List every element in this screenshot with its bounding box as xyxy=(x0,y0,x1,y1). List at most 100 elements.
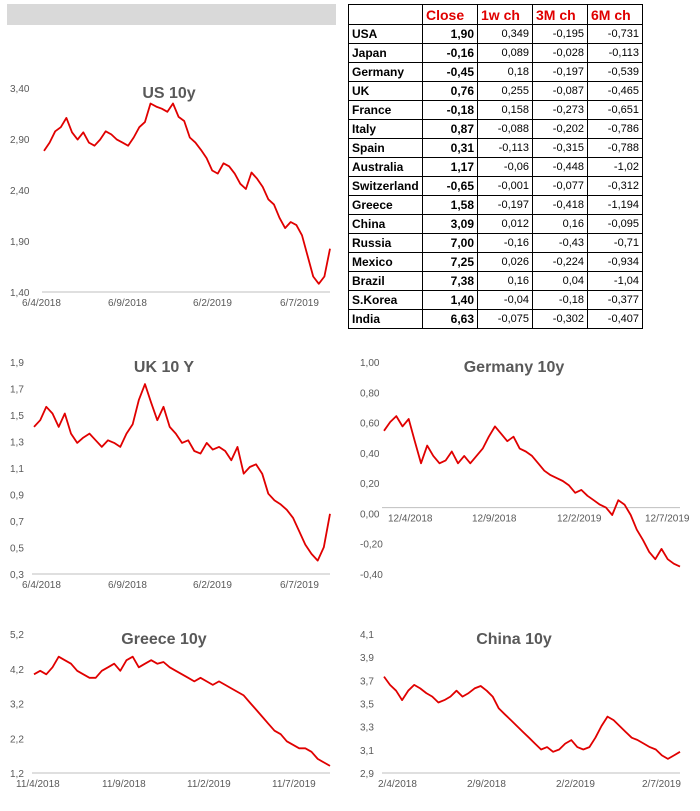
x-tick-label: 11/2/2019 xyxy=(187,779,231,790)
change-cell: -0,075 xyxy=(477,309,533,329)
change-cell: -0,18 xyxy=(532,290,588,310)
x-tick-label: 2/7/2019 xyxy=(642,779,681,790)
table-row: China 3,09 0,012 0,16 -0,095 xyxy=(348,214,643,234)
change-cell: 0,16 xyxy=(532,214,588,234)
close-cell: 0,87 xyxy=(422,119,478,139)
y-tick-label: 1,5 xyxy=(10,411,24,422)
close-cell: -0,16 xyxy=(422,43,478,63)
change-cell: -0,195 xyxy=(532,24,588,44)
y-tick-label: 3,5 xyxy=(360,700,374,711)
change-cell: -0,786 xyxy=(587,119,643,139)
change-cell: -0,539 xyxy=(587,62,643,82)
column-header: 1w ch xyxy=(477,4,533,25)
table-row: Spain 0,31 -0,113 -0,315 -0,788 xyxy=(348,138,643,158)
table-row: Switzerland -0,65 -0,001 -0,077 -0,312 xyxy=(348,176,643,196)
table-row: Italy 0,87 -0,088 -0,202 -0,786 xyxy=(348,119,643,139)
y-tick-label: 1,00 xyxy=(360,358,380,369)
china-10y-chart: China 10y 4,1 3,9 3,7 3,5 3,3 3,1 2,9 2/4/2018 2/… xyxy=(360,630,681,790)
change-cell: -0,315 xyxy=(532,138,588,158)
x-tick-label: 11/4/2018 xyxy=(16,779,60,790)
y-tick-label: 2,9 xyxy=(360,769,374,780)
x-tick-label: 2/9/2018 xyxy=(467,779,506,790)
series-line xyxy=(33,383,331,562)
y-tick-label: -0,40 xyxy=(360,570,383,581)
change-cell: -0,04 xyxy=(477,290,533,310)
x-tick-label: 6/9/2018 xyxy=(108,580,147,591)
y-tick-label: 3,1 xyxy=(360,746,374,757)
change-cell: -0,197 xyxy=(477,195,533,215)
table-row: Brazil 7,38 0,16 0,04 -1,04 xyxy=(348,271,643,291)
chart-title: China 10y xyxy=(476,631,552,648)
country-cell: UK xyxy=(348,81,423,101)
close-cell: -0,65 xyxy=(422,176,478,196)
y-tick-label: 3,7 xyxy=(360,676,374,687)
close-cell: 7,25 xyxy=(422,252,478,272)
y-tick-label: 0,00 xyxy=(360,509,380,520)
change-cell: 0,255 xyxy=(477,81,533,101)
x-tick-label: 2/4/2018 xyxy=(378,779,417,790)
y-tick-label: 1,1 xyxy=(10,464,24,475)
country-cell: Greece xyxy=(348,195,423,215)
country-cell: Brazil xyxy=(348,271,423,291)
y-tick-label: 2,40 xyxy=(10,186,30,197)
chart-title: Greece 10y xyxy=(121,631,207,648)
close-cell: 0,31 xyxy=(422,138,478,158)
x-tick-label: 11/9/2018 xyxy=(102,779,146,790)
change-cell: -0,202 xyxy=(532,119,588,139)
yields-table: Close 1w ch 3M ch 6M ch USA 1,90 0,349 -0,1… xyxy=(348,4,643,329)
change-cell: -0,001 xyxy=(477,176,533,196)
y-tick-label: 3,2 xyxy=(10,700,24,711)
change-cell: 0,012 xyxy=(477,214,533,234)
x-tick-label: 11/7/2019 xyxy=(272,779,316,790)
y-tick-label: 1,7 xyxy=(10,385,24,396)
change-cell: 0,349 xyxy=(477,24,533,44)
change-cell: -0,16 xyxy=(477,233,533,253)
table-row: Australia 1,17 -0,06 -0,448 -1,02 xyxy=(348,157,643,177)
grey-header-bar xyxy=(7,4,336,25)
change-cell: 0,089 xyxy=(477,43,533,63)
x-tick-label: 6/7/2019 xyxy=(280,580,319,591)
x-tick-label: 12/2/2019 xyxy=(557,514,602,525)
change-cell: -0,095 xyxy=(587,214,643,234)
y-tick-label: 4,1 xyxy=(360,630,374,641)
x-tick-label: 6/4/2018 xyxy=(22,298,61,309)
table-row: USA 1,90 0,349 -0,195 -0,731 xyxy=(348,24,643,44)
table-row: India 6,63 -0,075 -0,302 -0,407 xyxy=(348,309,643,329)
x-tick-label: 12/9/2018 xyxy=(472,514,517,525)
change-cell: -1,04 xyxy=(587,271,643,291)
close-cell: 1,58 xyxy=(422,195,478,215)
chart-title: Germany 10y xyxy=(464,359,565,376)
change-cell: 0,18 xyxy=(477,62,533,82)
change-cell: -0,197 xyxy=(532,62,588,82)
country-cell: India xyxy=(348,309,423,329)
change-cell: -0,273 xyxy=(532,100,588,120)
y-tick-label: 1,9 xyxy=(10,358,24,369)
table-row: Japan -0,16 0,089 -0,028 -0,113 xyxy=(348,43,643,63)
change-cell: -1,02 xyxy=(587,157,643,177)
y-tick-label: 0,9 xyxy=(10,491,24,502)
table-header-row: Close 1w ch 3M ch 6M ch xyxy=(348,4,643,25)
x-tick-label: 6/4/2018 xyxy=(22,580,61,591)
y-tick-label: 0,40 xyxy=(360,449,380,460)
y-tick-label: 0,5 xyxy=(10,544,24,555)
close-cell: -0,45 xyxy=(422,62,478,82)
change-cell: -0,113 xyxy=(477,138,533,158)
y-tick-label: 1,90 xyxy=(10,237,30,248)
series-line xyxy=(43,102,331,285)
y-tick-label: 4,2 xyxy=(10,665,24,676)
column-header: 6M ch xyxy=(587,4,643,25)
change-cell: 0,026 xyxy=(477,252,533,272)
x-tick-label: 12/7/2019 xyxy=(645,514,690,525)
country-cell: Switzerland xyxy=(348,176,423,196)
country-cell: Italy xyxy=(348,119,423,139)
germany-10y-chart: Germany 10y 1,00 0,80 0,60 0,40 0,20 0,00 -0,20… xyxy=(360,358,690,581)
change-cell: -0,407 xyxy=(587,309,643,329)
change-cell: -0,788 xyxy=(587,138,643,158)
close-cell: 1,90 xyxy=(422,24,478,44)
change-cell: -0,312 xyxy=(587,176,643,196)
table-row: Russia 7,00 -0,16 -0,43 -0,71 xyxy=(348,233,643,253)
country-cell: Spain xyxy=(348,138,423,158)
y-tick-label: 0,7 xyxy=(10,517,24,528)
greece-10y-chart: Greece 10y 5,2 4,2 3,2 2,2 1,211/4/2018 11/9/2… xyxy=(10,630,331,790)
change-cell: -0,088 xyxy=(477,119,533,139)
